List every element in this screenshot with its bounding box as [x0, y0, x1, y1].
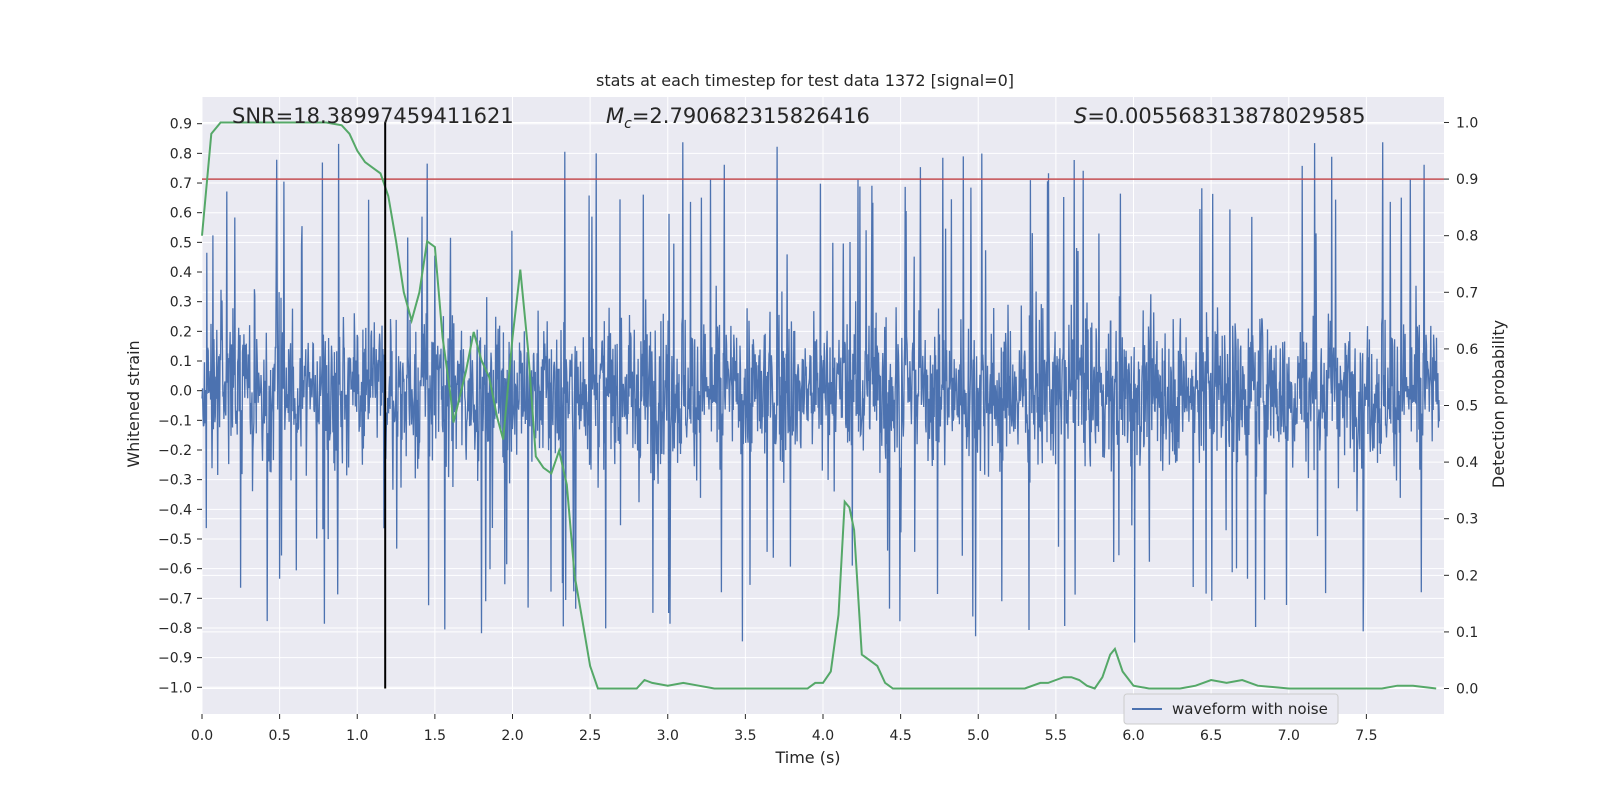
x-tick-label: 7.0 — [1278, 728, 1300, 744]
s-annotation: S=0.005568313878029585 — [1074, 104, 1365, 128]
x-tick-label: 0.0 — [191, 728, 213, 744]
x-tick-label: 2.0 — [501, 728, 523, 744]
x-tick-label: 1.0 — [346, 728, 368, 744]
left-y-tick-label: 0.3 — [170, 295, 192, 311]
right-y-tick-label: 0.1 — [1456, 625, 1478, 641]
left-y-tick-label: 0.0 — [170, 384, 192, 400]
left-y-tick-label: 0.2 — [170, 324, 192, 340]
right-y-tick-label: 0.7 — [1456, 285, 1478, 301]
x-tick-label: 1.5 — [424, 728, 446, 744]
x-tick-label: 4.5 — [889, 728, 911, 744]
right-y-axis-ticks: 1.0 0.9 0.8 0.7 0.6 0.5 0.4 0.3 0.2 0.1 0.0 — [1444, 115, 1478, 698]
left-y-tick-label: 0.7 — [170, 176, 192, 192]
left-y-tick-label: −0.4 — [158, 502, 192, 518]
chirp-mass-annotation: Mc=2.790682315826416 — [606, 104, 870, 132]
right-y-axis-label: Detection probability — [1489, 320, 1508, 488]
left-y-tick-label: 0.8 — [170, 146, 192, 162]
left-y-tick-label: −0.3 — [158, 473, 192, 489]
x-tick-label: 6.0 — [1122, 728, 1144, 744]
legend-frame — [1123, 693, 1339, 725]
left-y-tick-label: 0.4 — [170, 265, 192, 281]
chirp-mass-symbol: M — [606, 104, 624, 128]
right-y-tick-label: 0.3 — [1456, 512, 1478, 528]
right-y-tick-label: 0.4 — [1456, 455, 1478, 471]
snr-annotation: SNR=18.38997459411621 — [232, 104, 514, 128]
right-y-tick-label: 0.5 — [1456, 399, 1478, 415]
s-symbol: S — [1074, 104, 1087, 128]
chirp-mass-value: =2.790682315826416 — [632, 104, 870, 128]
left-y-tick-label: 0.9 — [170, 117, 192, 133]
x-tick-label: 0.5 — [268, 728, 290, 744]
x-tick-label: 5.5 — [1045, 728, 1067, 744]
legend-label-waveform: waveform with noise — [1172, 700, 1328, 718]
left-y-tick-label: −0.6 — [158, 562, 192, 578]
x-tick-label: 7.5 — [1355, 728, 1377, 744]
right-y-tick-label: 0.9 — [1456, 172, 1478, 188]
right-y-tick-label: 1.0 — [1456, 115, 1478, 131]
left-y-tick-label: 0.6 — [170, 206, 192, 222]
waveform-series — [201, 142, 1440, 643]
x-tick-label: 4.0 — [812, 728, 834, 744]
left-y-tick-label: 0.1 — [170, 354, 192, 370]
left-y-tick-label: −0.2 — [158, 443, 192, 459]
x-tick-label: 6.5 — [1200, 728, 1222, 744]
x-tick-label: 2.5 — [579, 728, 601, 744]
x-tick-label: 5.0 — [967, 728, 989, 744]
left-y-tick-label: −0.9 — [158, 651, 192, 667]
legend: waveform with noise — [1123, 693, 1339, 725]
probability-trace — [201, 121, 1437, 690]
left-y-tick-label: −0.5 — [158, 532, 192, 548]
left-y-tick-label: 0.5 — [170, 235, 192, 251]
s-value: =0.005568313878029585 — [1087, 104, 1365, 128]
left-y-tick-label: −1.0 — [158, 680, 192, 696]
x-tick-label: 3.5 — [734, 728, 756, 744]
left-y-axis-ticks: 0.9 0.8 0.7 0.6 0.5 0.4 0.3 0.2 0.1 0.0 −0.1 −0.2 −0… — [158, 117, 202, 696]
right-y-tick-label: 0.0 — [1456, 682, 1478, 698]
right-y-tick-label: 0.6 — [1456, 342, 1478, 358]
x-axis-ticks: 0.0 0.5 1.0 1.5 2.0 2.5 3.0 3.5 4.0 4.5 5.0 5.5 6.0 6… — [191, 714, 1378, 744]
left-y-tick-label: −0.7 — [158, 591, 192, 607]
x-tick-label: 3.0 — [657, 728, 679, 744]
chirp-mass-subscript: c — [624, 116, 632, 132]
x-axis-label: Time (s) — [774, 748, 840, 767]
right-y-tick-label: 0.8 — [1456, 229, 1478, 245]
left-y-tick-label: −0.8 — [158, 621, 192, 637]
chart-title: stats at each timestep for test data 137… — [596, 71, 1014, 90]
waveform-trace — [201, 142, 1440, 643]
left-y-tick-label: −0.1 — [158, 413, 192, 429]
probability-series — [201, 121, 1437, 690]
left-y-axis-label: Whitened strain — [124, 340, 143, 467]
right-y-tick-label: 0.2 — [1456, 568, 1478, 584]
